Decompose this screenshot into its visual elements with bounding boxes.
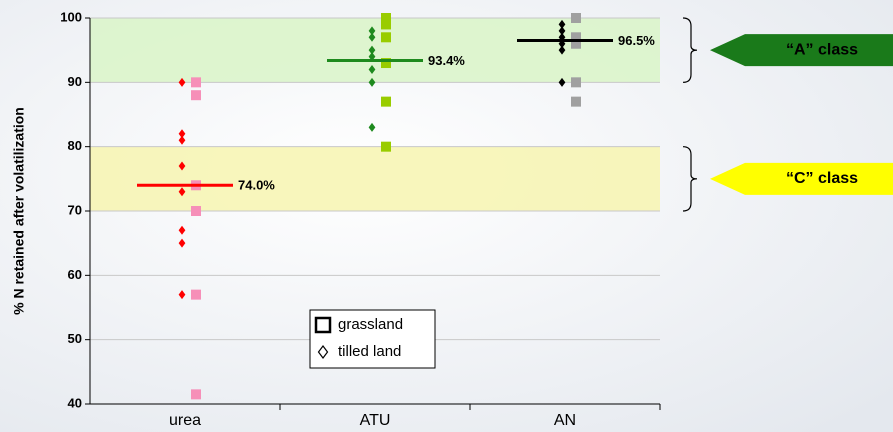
tilled-point: [558, 19, 566, 29]
tilled-point: [368, 32, 376, 42]
grassland-point: [381, 32, 391, 43]
tilled-point: [368, 45, 376, 55]
x-tick-label: urea: [169, 412, 201, 429]
class-arrow: [710, 162, 893, 195]
tilled-point: [178, 129, 186, 139]
grassland-point: [381, 141, 391, 152]
class-label: “C” class: [786, 170, 858, 187]
tilled-point: [558, 77, 566, 87]
brace: [682, 17, 698, 83]
tilled-point: [178, 161, 186, 171]
grassland-point: [571, 96, 581, 107]
class-band: [90, 146, 660, 211]
grassland-point: [191, 77, 201, 88]
tilled-point: [368, 77, 376, 87]
y-tick-label: 50: [68, 331, 82, 346]
grassland-point: [571, 38, 581, 49]
tilled-point: [178, 77, 186, 87]
grassland-point: [381, 13, 391, 23]
x-tick-label: AN: [554, 412, 576, 429]
tilled-point: [178, 187, 186, 197]
y-tick-label: 40: [68, 395, 82, 410]
brace: [682, 146, 698, 212]
y-tick-label: 60: [68, 267, 82, 282]
legend: grassland tilled land: [309, 309, 436, 369]
grassland-point: [191, 289, 201, 300]
tilled-point: [368, 52, 376, 62]
tilled-point: [178, 135, 186, 145]
legend-diamond: [317, 345, 329, 359]
tilled-point: [368, 64, 376, 74]
grassland-point: [571, 77, 581, 88]
grassland-point: [191, 389, 201, 400]
mean-label: 96.5%: [618, 33, 655, 48]
class-arrow: [710, 34, 893, 67]
y-tick-label: 70: [68, 202, 82, 217]
grassland-point: [191, 206, 201, 216]
grassland-point: [381, 19, 391, 30]
legend-label: grassland: [338, 316, 403, 333]
y-axis-label: % N retained after volatilization: [11, 107, 27, 315]
tilled-point: [178, 225, 186, 235]
grassland-point: [191, 90, 201, 101]
y-tick-label: 80: [68, 138, 82, 153]
tilled-point: [368, 122, 376, 132]
tilled-point: [178, 290, 186, 300]
grassland-point: [381, 58, 391, 69]
legend-label: tilled land: [338, 343, 401, 360]
y-tick-label: 90: [68, 74, 82, 89]
mean-label: 74.0%: [238, 178, 275, 193]
grassland-point: [381, 96, 391, 107]
y-tick-label: 100: [60, 9, 82, 24]
mean-label: 93.4%: [428, 53, 465, 68]
class-label: “A” class: [786, 41, 858, 58]
grassland-point: [571, 13, 581, 23]
tilled-point: [178, 238, 186, 248]
legend-square: [314, 316, 332, 334]
grassland-point: [571, 32, 581, 43]
tilled-point: [558, 26, 566, 36]
x-tick-label: ATU: [360, 412, 391, 429]
tilled-point: [558, 45, 566, 55]
tilled-point: [368, 26, 376, 36]
